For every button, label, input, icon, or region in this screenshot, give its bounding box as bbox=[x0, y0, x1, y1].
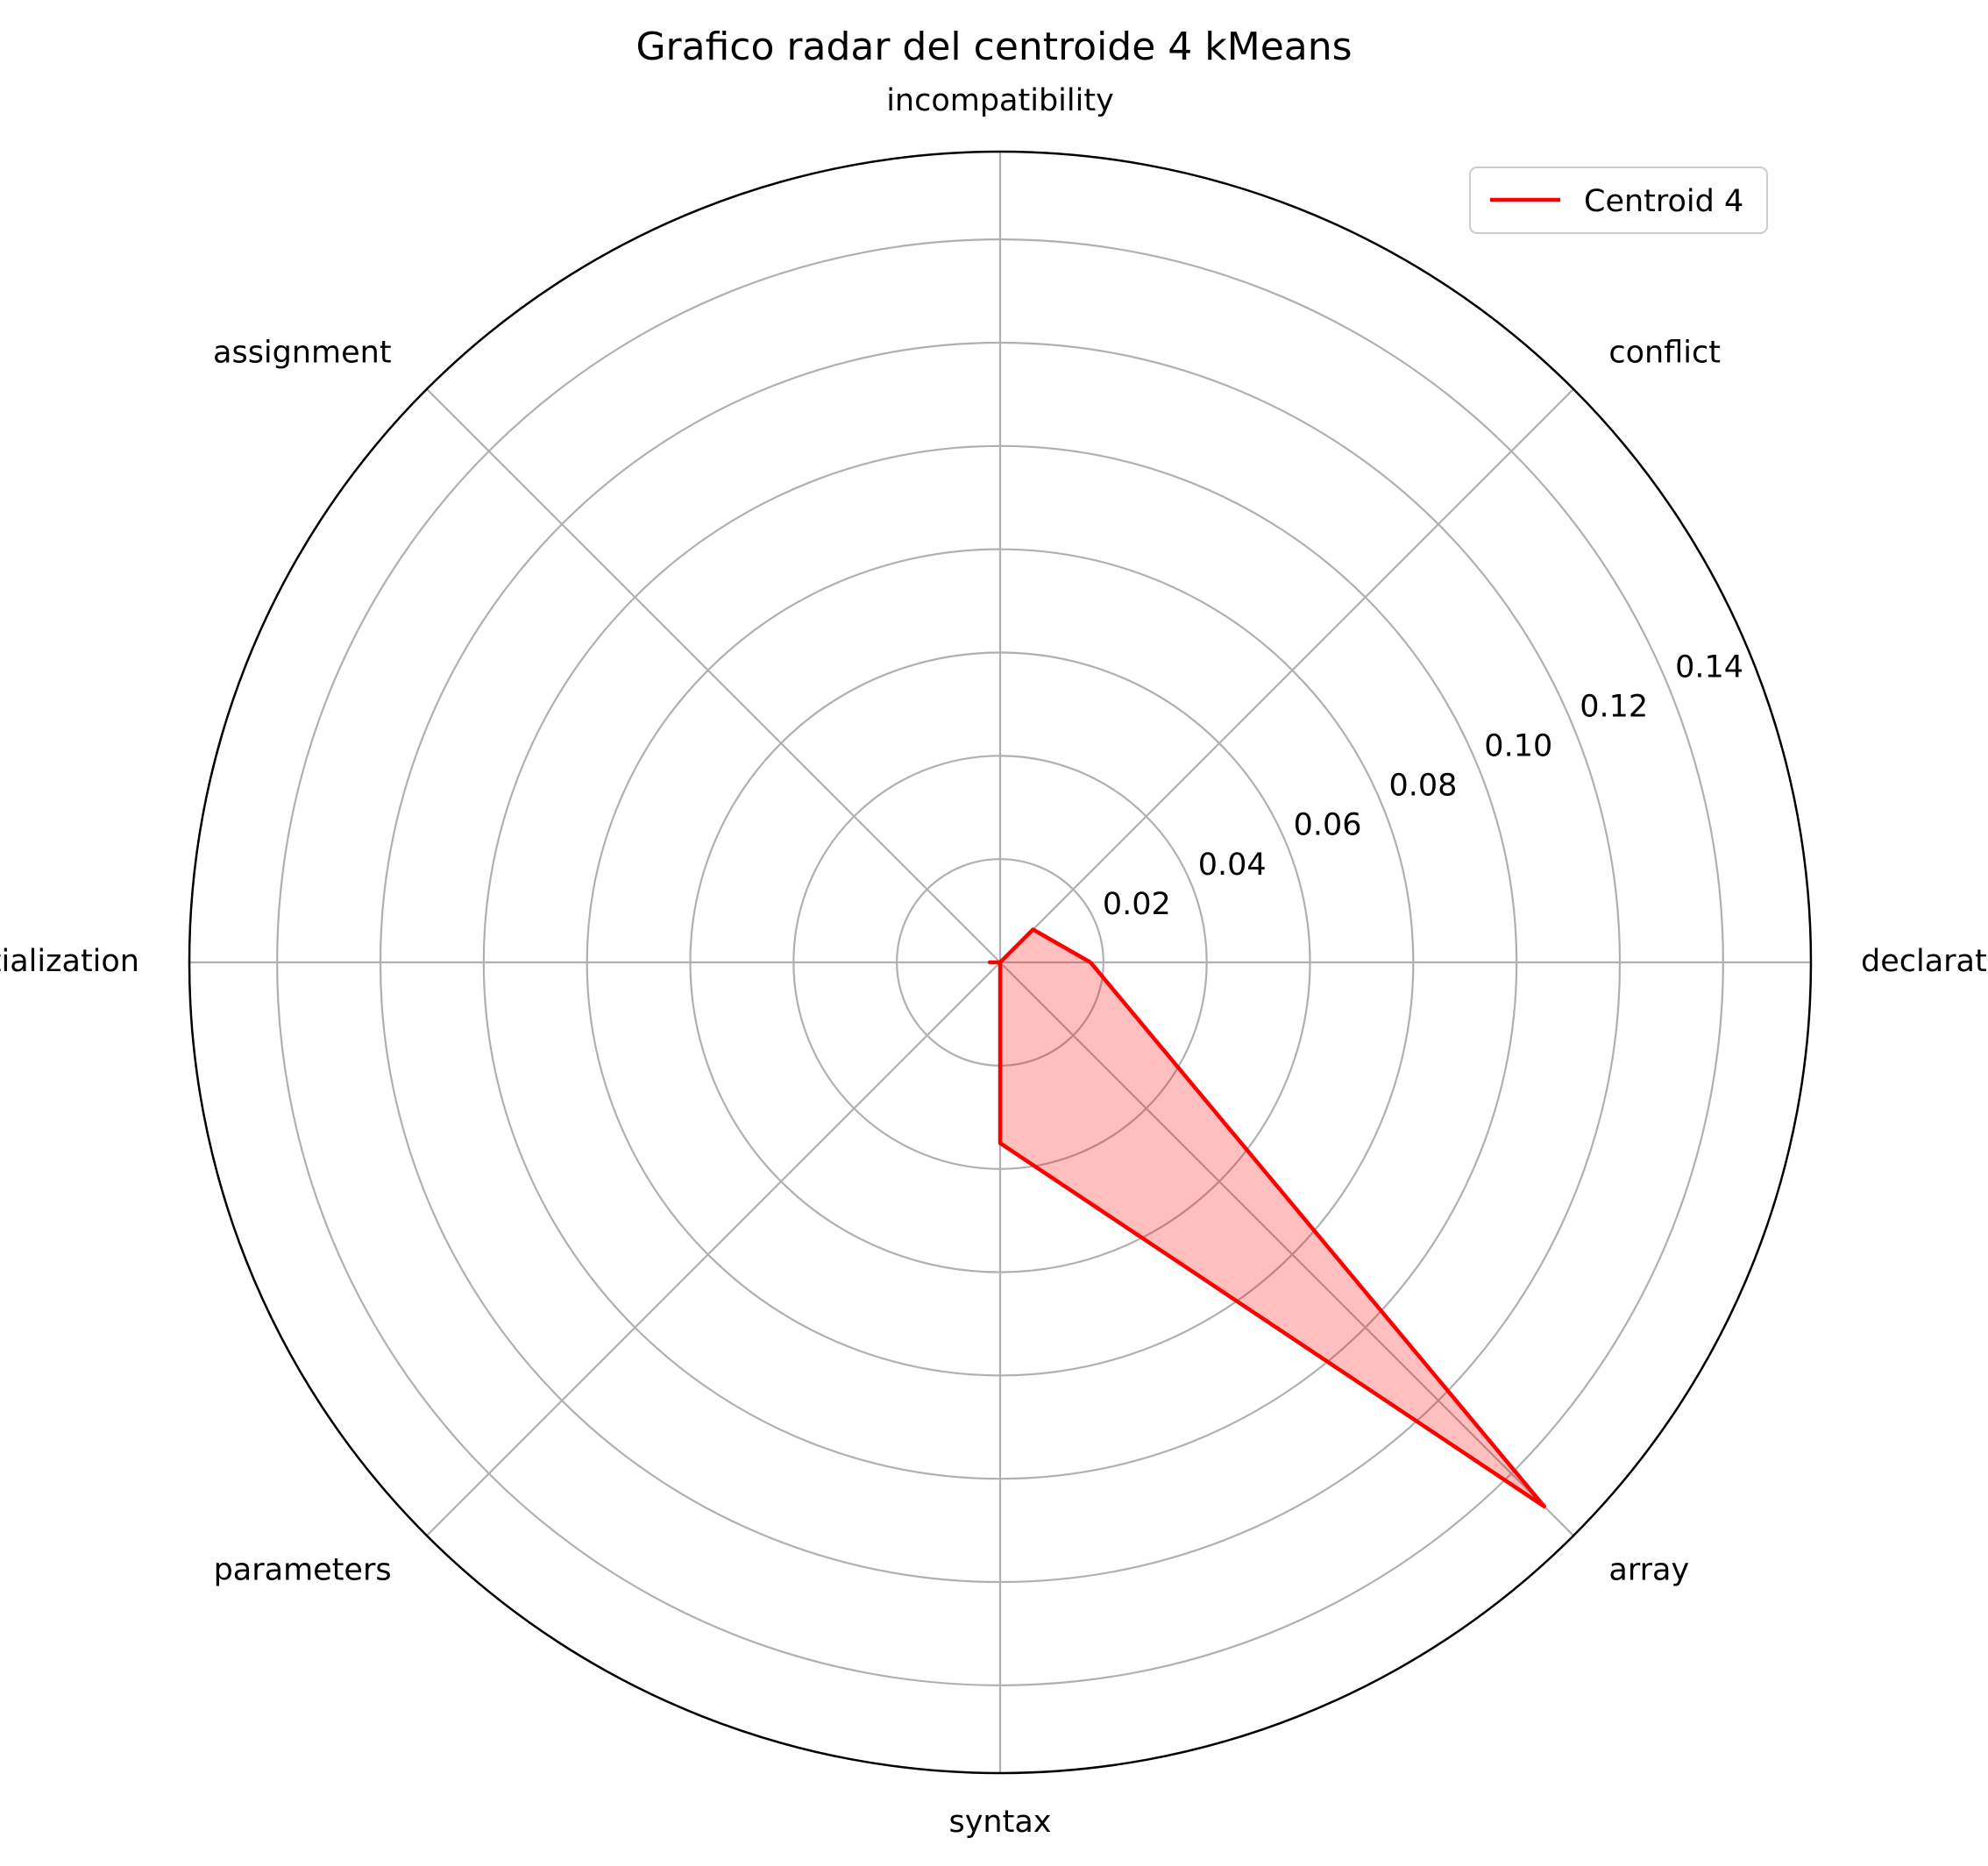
category-label-conflict: conflict bbox=[1608, 336, 1721, 371]
r-tick-label: 0.14 bbox=[1675, 649, 1743, 685]
r-tick-label: 0.02 bbox=[1103, 887, 1171, 922]
r-tick-label: 0.10 bbox=[1484, 729, 1552, 764]
category-label-parameters: parameters bbox=[214, 1552, 392, 1587]
legend: Centroid 4 bbox=[1469, 167, 1768, 234]
spoke-conflict bbox=[999, 388, 1574, 963]
spoke-parameters bbox=[426, 961, 1001, 1536]
series-line-1 bbox=[987, 927, 1546, 1508]
r-tick-label: 0.04 bbox=[1198, 848, 1267, 883]
chart-title: Grafico radar del centroide 4 kMeans bbox=[635, 25, 1352, 69]
spoke-assignment bbox=[426, 388, 1001, 963]
category-label-syntax: syntax bbox=[948, 1805, 1051, 1840]
r-tick-label: 0.08 bbox=[1389, 769, 1458, 804]
series-layer bbox=[987, 927, 1546, 1508]
spoke-array bbox=[999, 961, 1574, 1536]
category-label-array: array bbox=[1608, 1552, 1689, 1587]
category-labels: declaration conflict incompatibility assign… bbox=[0, 83, 1988, 1840]
category-label-assignment: assignment bbox=[213, 336, 392, 371]
category-label-initialization: initialization bbox=[0, 944, 139, 979]
legend-box bbox=[1469, 167, 1768, 234]
category-label-declaration: declaration bbox=[1861, 944, 1988, 979]
legend-label: Centroid 4 bbox=[1584, 184, 1743, 219]
radial-grid bbox=[189, 152, 1811, 1773]
r-tick-label: 0.12 bbox=[1580, 689, 1648, 724]
polar-frame bbox=[188, 150, 1813, 1775]
category-label-incompatibility: incompatibility bbox=[886, 83, 1114, 118]
radial-tick-labels: 0.02 0.04 0.06 0.08 0.10 0.12 0.14 bbox=[1103, 649, 1743, 922]
r-tick-label: 0.06 bbox=[1294, 808, 1362, 843]
series-area-1 bbox=[990, 929, 1544, 1507]
